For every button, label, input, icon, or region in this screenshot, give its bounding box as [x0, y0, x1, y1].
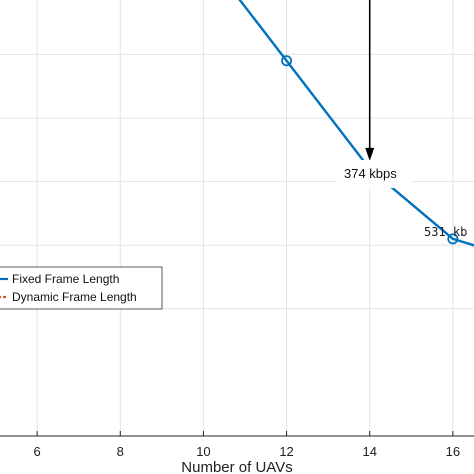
- arrow-head-bottom: [365, 147, 375, 161]
- x-axis-label: Number of UAVs: [181, 459, 292, 474]
- grid-lines: [0, 0, 474, 436]
- x-tick-label-8: 8: [117, 444, 124, 459]
- legend-label-fixed: Fixed Frame Length: [12, 272, 119, 286]
- legend: Fixed Frame Length Dynamic Frame Length: [0, 266, 163, 310]
- series-0-point-12: [281, 55, 293, 67]
- arrow-label-bg: [337, 160, 413, 188]
- x-ticks: 6 8 10 12 14 16: [34, 431, 460, 459]
- side-annotation: 531 kb: [424, 225, 467, 239]
- arrow-label: 374 kbps: [344, 166, 397, 181]
- series-layer: [238, 0, 474, 247]
- x-tick-label-6: 6: [34, 444, 41, 459]
- legend-label-dynamic: Dynamic Frame Length: [12, 290, 137, 304]
- x-tick-label-14: 14: [362, 444, 376, 459]
- x-tick-label-10: 10: [196, 444, 210, 459]
- x-tick-label-16: 16: [446, 444, 460, 459]
- arrow-annotation: 374 kbps: [337, 0, 413, 188]
- x-tick-label-12: 12: [279, 444, 293, 459]
- legend-box: [0, 266, 163, 310]
- series-0-point-16: [447, 233, 459, 245]
- series-line-0: [238, 0, 474, 247]
